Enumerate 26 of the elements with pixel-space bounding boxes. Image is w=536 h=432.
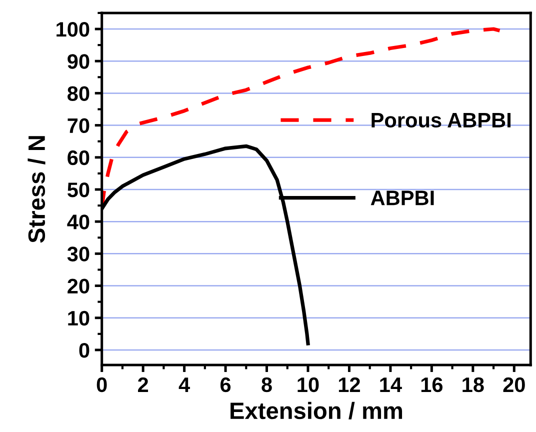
y-tick-label: 10 (68, 310, 90, 326)
y-tick-label: 90 (68, 54, 90, 69)
y-tick-label: 30 (67, 246, 90, 262)
y-tick-label: 50 (68, 182, 90, 198)
y-tick-label: 80 (68, 86, 90, 101)
y-tick-label: 40 (67, 214, 90, 230)
y-tick-label: 60 (68, 150, 90, 166)
y-tick-label: 70 (68, 118, 90, 134)
x-tick-label: 10 (298, 377, 319, 392)
x-tick-label: 20 (503, 377, 525, 392)
x-axis-title: Extension / mm (230, 402, 402, 420)
x-tick-label: 8 (262, 377, 272, 392)
legend-label: ABPBI (370, 190, 434, 206)
x-tick-label: 14 (380, 378, 402, 392)
x-tick-label: 12 (338, 377, 360, 392)
x-tick-label: 16 (421, 377, 443, 392)
x-tick-label: 4 (178, 378, 190, 392)
y-tick-label: 0 (79, 342, 90, 358)
y-tick-label: 100 (56, 22, 90, 37)
x-tick-label: 6 (220, 377, 231, 392)
legend-label: Porous ABPBI (372, 113, 510, 128)
x-tick-label: 0 (96, 377, 107, 392)
x-tick-label: 2 (138, 377, 148, 392)
y-axis-title: Stress / N (28, 136, 46, 243)
y-tick-label: 20 (68, 278, 90, 294)
x-tick-label: 18 (462, 377, 484, 392)
